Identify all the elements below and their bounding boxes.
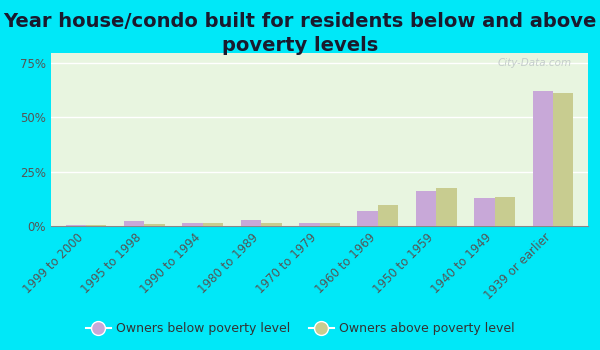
Bar	[416, 191, 436, 226]
Bar	[86, 225, 106, 226]
Bar	[145, 224, 165, 226]
Bar	[358, 211, 378, 226]
Legend: Owners below poverty level, Owners above poverty level: Owners below poverty level, Owners above…	[80, 317, 520, 340]
Bar	[494, 196, 515, 226]
Bar	[261, 223, 281, 226]
Bar	[378, 205, 398, 226]
Bar	[124, 222, 145, 226]
Bar	[474, 198, 494, 226]
Text: Year house/condo built for residents below and above
poverty levels: Year house/condo built for residents bel…	[4, 12, 596, 55]
Bar	[553, 92, 574, 226]
Bar	[182, 223, 203, 226]
Bar	[65, 225, 86, 226]
Bar	[299, 223, 320, 226]
Bar	[320, 223, 340, 226]
Text: City-Data.com: City-Data.com	[498, 58, 572, 68]
Bar	[436, 188, 457, 226]
Bar	[203, 223, 223, 226]
Bar	[241, 220, 261, 226]
Bar	[533, 91, 553, 226]
